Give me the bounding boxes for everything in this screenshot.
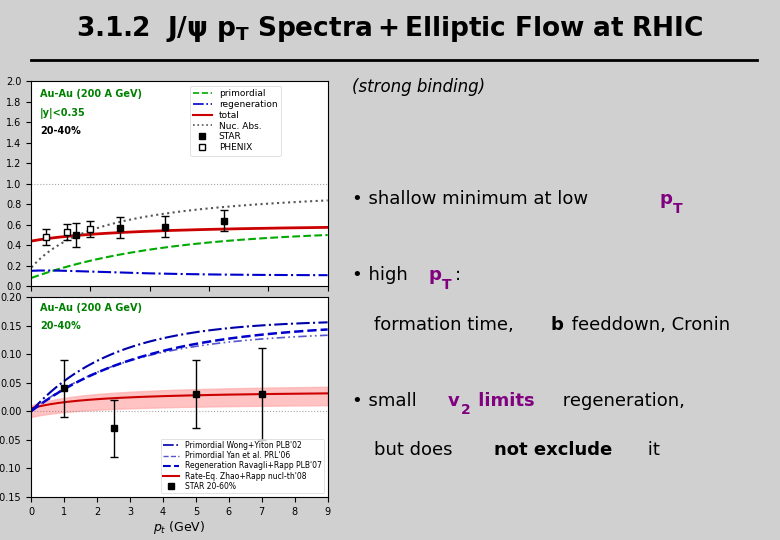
- Nuc. Abs.: [203, 205, 212, 212]
- Text: (strong binding): (strong binding): [352, 78, 485, 96]
- total: [27, 238, 36, 244]
- Text: formation time,: formation time,: [374, 316, 519, 334]
- Line: primordial: primordial: [31, 235, 328, 278]
- primordial: [323, 232, 332, 238]
- Text: not exclude: not exclude: [494, 441, 612, 460]
- Text: Au-Au (200 A GeV): Au-Au (200 A GeV): [40, 303, 142, 313]
- total: [276, 225, 285, 231]
- primordial: [295, 233, 304, 239]
- Text: 2: 2: [461, 403, 471, 417]
- regeneration: [323, 272, 332, 279]
- regeneration: [203, 271, 212, 278]
- regeneration: [278, 272, 287, 278]
- total: [295, 225, 304, 231]
- Legend: Primordial Wong+Yiton PLB'02, Primordial Yan et al. PRL'06, Regeneration Ravagli: Primordial Wong+Yiton PLB'02, Primordial…: [161, 439, 324, 493]
- Text: $\mathbf{3.1.2\ \ J/\psi\ p_T\ Spectra + Elliptic\ Flow\ at\ RHIC}$: $\mathbf{3.1.2\ \ J/\psi\ p_T\ Spectra +…: [76, 14, 704, 44]
- Nuc. Abs.: [208, 205, 218, 211]
- regeneration: [204, 271, 214, 278]
- total: [202, 226, 211, 233]
- regeneration: [28, 267, 37, 274]
- Nuc. Abs.: [27, 264, 36, 271]
- Text: 20-40%: 20-40%: [40, 126, 81, 136]
- Nuc. Abs.: [202, 205, 211, 212]
- Text: :: :: [455, 267, 461, 285]
- Text: T: T: [673, 201, 682, 215]
- Y-axis label: $R_{AA}$: $R_{AA}$: [0, 172, 3, 195]
- Text: |y|<0.35: |y|<0.35: [40, 107, 86, 119]
- Text: b: b: [551, 316, 564, 334]
- Text: • shallow minimum at low: • shallow minimum at low: [352, 190, 594, 208]
- Text: regeneration,: regeneration,: [557, 392, 685, 410]
- primordial: [208, 239, 218, 245]
- Nuc. Abs.: [28, 263, 37, 269]
- total: [203, 226, 212, 233]
- total: [208, 226, 218, 233]
- Line: total: total: [31, 227, 328, 241]
- regeneration: [296, 272, 306, 278]
- Nuc. Abs.: [323, 197, 332, 204]
- primordial: [27, 275, 36, 281]
- primordial: [276, 234, 285, 240]
- Text: • high: • high: [352, 267, 413, 285]
- Text: T: T: [441, 278, 451, 292]
- Text: 20-40%: 20-40%: [40, 321, 81, 331]
- Line: Nuc. Abs.: Nuc. Abs.: [31, 200, 328, 267]
- total: [28, 238, 37, 244]
- Text: v: v: [448, 392, 459, 410]
- Line: regeneration: regeneration: [31, 271, 328, 275]
- regeneration: [209, 271, 218, 278]
- Text: Au-Au (200 A GeV): Au-Au (200 A GeV): [40, 89, 142, 99]
- Nuc. Abs.: [276, 200, 285, 206]
- Text: p: p: [660, 190, 673, 208]
- primordial: [203, 239, 212, 246]
- Text: p: p: [428, 267, 441, 285]
- Text: feeddown, Cronin: feeddown, Cronin: [566, 316, 730, 334]
- X-axis label: $p_t$ (GeV): $p_t$ (GeV): [153, 519, 206, 536]
- primordial: [202, 239, 211, 246]
- Text: it: it: [643, 441, 661, 460]
- total: [323, 224, 332, 231]
- primordial: [28, 274, 37, 281]
- Text: but does: but does: [374, 441, 458, 460]
- Text: • small: • small: [352, 392, 423, 410]
- regeneration: [27, 267, 36, 274]
- regeneration: [41, 267, 50, 274]
- Legend: primordial, regeneration, total, Nuc. Abs., STAR, PHENIX: primordial, regeneration, total, Nuc. Ab…: [190, 85, 281, 156]
- Text: limits: limits: [472, 392, 534, 410]
- Nuc. Abs.: [295, 199, 304, 205]
